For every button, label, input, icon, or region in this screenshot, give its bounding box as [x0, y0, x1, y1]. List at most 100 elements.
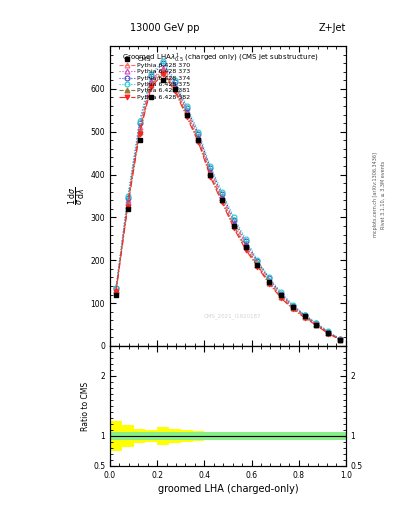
- CMS: [184, 112, 189, 118]
- Pythia 6.428 382: [290, 306, 295, 312]
- Pythia 6.428 374: [149, 73, 154, 79]
- Pythia 6.428 382: [220, 199, 224, 205]
- CMS: [314, 322, 319, 328]
- Pythia 6.428 375: [314, 320, 319, 326]
- Pythia 6.428 382: [243, 246, 248, 252]
- Pythia 6.428 373: [314, 321, 319, 327]
- CMS: [114, 291, 118, 297]
- CMS: [137, 137, 142, 143]
- Text: Z+Jet: Z+Jet: [318, 23, 346, 33]
- Text: CMS_2021_I1920187: CMS_2021_I1920187: [204, 313, 261, 319]
- Pythia 6.428 381: [279, 293, 283, 300]
- Pythia 6.428 370: [208, 167, 213, 174]
- CMS: [267, 279, 272, 285]
- Pythia 6.428 374: [208, 165, 213, 171]
- Pythia 6.428 374: [184, 105, 189, 111]
- Pythia 6.428 381: [114, 288, 118, 294]
- Pythia 6.428 373: [279, 292, 283, 298]
- Pythia 6.428 375: [302, 312, 307, 318]
- Pythia 6.428 374: [267, 275, 272, 282]
- Pythia 6.428 382: [161, 71, 165, 77]
- Pythia 6.428 373: [290, 304, 295, 310]
- Pythia 6.428 375: [161, 58, 165, 64]
- Pythia 6.428 374: [255, 258, 260, 264]
- Pythia 6.428 375: [149, 71, 154, 77]
- Line: Pythia 6.428 374: Pythia 6.428 374: [114, 61, 342, 342]
- Pythia 6.428 370: [220, 193, 224, 199]
- Pythia 6.428 374: [161, 60, 165, 66]
- CMS: [290, 304, 295, 310]
- Pythia 6.428 382: [137, 131, 142, 137]
- Pythia 6.428 374: [114, 285, 118, 291]
- Pythia 6.428 381: [290, 305, 295, 311]
- Pythia 6.428 373: [137, 126, 142, 133]
- Pythia 6.428 381: [173, 86, 177, 92]
- Pythia 6.428 374: [279, 291, 283, 297]
- Pythia 6.428 381: [137, 129, 142, 135]
- Pythia 6.428 373: [338, 336, 342, 343]
- Pythia 6.428 374: [314, 320, 319, 326]
- Pythia 6.428 382: [208, 174, 213, 180]
- Y-axis label: $\frac{1}{\sigma}\frac{\mathrm{d}\sigma}{\mathrm{d}\lambda}$: $\frac{1}{\sigma}\frac{\mathrm{d}\sigma}…: [66, 187, 88, 205]
- Pythia 6.428 374: [173, 79, 177, 86]
- Pythia 6.428 381: [125, 202, 130, 208]
- CMS: [208, 172, 213, 178]
- Pythia 6.428 370: [137, 124, 142, 131]
- CMS: [125, 206, 130, 212]
- Pythia 6.428 373: [255, 262, 260, 268]
- Pythia 6.428 375: [125, 193, 130, 199]
- Pythia 6.428 382: [314, 323, 319, 329]
- CMS: [243, 244, 248, 250]
- Pythia 6.428 370: [173, 81, 177, 88]
- Pythia 6.428 375: [173, 77, 177, 83]
- Pythia 6.428 375: [220, 188, 224, 195]
- Pythia 6.428 370: [279, 291, 283, 297]
- Pythia 6.428 381: [326, 330, 331, 336]
- Pythia 6.428 375: [208, 163, 213, 169]
- Pythia 6.428 370: [290, 303, 295, 309]
- Pythia 6.428 373: [173, 83, 177, 90]
- CMS: [338, 336, 342, 343]
- Pythia 6.428 373: [161, 67, 165, 73]
- Pythia 6.428 374: [125, 195, 130, 201]
- Pythia 6.428 382: [184, 114, 189, 120]
- Pythia 6.428 375: [255, 257, 260, 263]
- Pythia 6.428 375: [184, 103, 189, 109]
- Pythia 6.428 381: [255, 262, 260, 268]
- Text: Groomed LHA$\lambda^{1}_{0.5}$ (charged only) (CMS jet substructure): Groomed LHA$\lambda^{1}_{0.5}$ (charged …: [122, 52, 318, 66]
- Line: Pythia 6.428 370: Pythia 6.428 370: [114, 65, 342, 342]
- CMS: [173, 86, 177, 92]
- Pythia 6.428 381: [161, 69, 165, 75]
- Pythia 6.428 375: [267, 274, 272, 281]
- Pythia 6.428 373: [184, 110, 189, 116]
- Pythia 6.428 375: [114, 285, 118, 291]
- Pythia 6.428 381: [338, 336, 342, 343]
- Pythia 6.428 375: [290, 302, 295, 308]
- Pythia 6.428 381: [149, 81, 154, 88]
- Pythia 6.428 373: [149, 79, 154, 86]
- Pythia 6.428 373: [125, 199, 130, 205]
- Pythia 6.428 375: [231, 215, 236, 221]
- Pythia 6.428 382: [279, 295, 283, 301]
- X-axis label: groomed LHA (charged-only): groomed LHA (charged-only): [158, 484, 298, 494]
- Pythia 6.428 370: [302, 312, 307, 318]
- Pythia 6.428 374: [196, 131, 201, 137]
- Pythia 6.428 370: [255, 260, 260, 266]
- CMS: [302, 313, 307, 319]
- Pythia 6.428 374: [137, 120, 142, 126]
- Line: Pythia 6.428 381: Pythia 6.428 381: [114, 69, 342, 342]
- Line: Pythia 6.428 373: Pythia 6.428 373: [114, 67, 342, 342]
- CMS: [279, 291, 283, 297]
- Pythia 6.428 373: [267, 279, 272, 285]
- CMS: [161, 77, 165, 83]
- Text: 13000 GeV pp: 13000 GeV pp: [130, 23, 200, 33]
- Pythia 6.428 374: [326, 329, 331, 335]
- Pythia 6.428 370: [161, 65, 165, 71]
- Pythia 6.428 370: [314, 321, 319, 327]
- Pythia 6.428 370: [184, 108, 189, 114]
- Pythia 6.428 370: [243, 240, 248, 246]
- CMS: [220, 197, 224, 203]
- Pythia 6.428 374: [338, 336, 342, 342]
- Pythia 6.428 382: [125, 204, 130, 210]
- CMS: [196, 137, 201, 143]
